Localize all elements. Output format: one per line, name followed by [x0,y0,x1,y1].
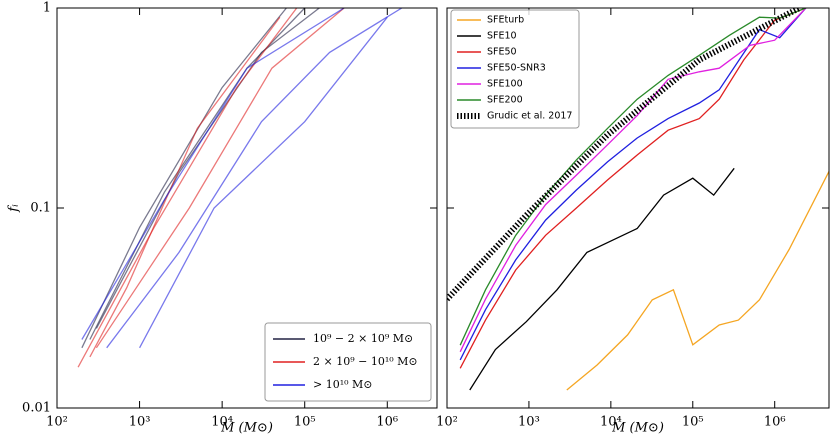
legend-label: 2 × 10⁹ − 10¹⁰ M⊙ [313,355,418,368]
x-axis-label: M (M⊙) [220,421,273,436]
y-tick-label: 0.1 [30,201,51,216]
legend-label: > 10¹⁰ M⊙ [313,378,373,391]
x-tick-label: 10⁶ [376,415,398,430]
x-tick-label: 10⁶ [764,415,786,430]
line [447,8,801,302]
legend-box [264,322,432,402]
legend-label: SFE200 [487,95,523,106]
line [459,8,807,353]
x-tick-label: 10² [436,415,458,430]
x-tick-label: 10⁵ [682,415,704,430]
legend-label: SFE100 [487,79,523,90]
line [566,170,829,391]
line [89,8,306,340]
legend-label: SFE10 [487,31,517,42]
x-tick-label: 10⁴ [600,415,622,430]
line [89,16,281,358]
line [95,8,345,349]
line [459,8,807,361]
line [95,8,320,329]
line [139,16,388,349]
axes-frame [56,7,438,409]
x-tick-label: 10⁴ [211,415,233,430]
legend-label: SFE50-SNR3 [487,63,546,74]
legend-label: SFE50 [487,47,517,58]
legend-label: Grudic et al. 2017 [487,111,572,122]
y-tick-label: 0.01 [22,401,51,416]
x-tick-label: 10³ [129,415,151,430]
y-axis-label: fᵢ [7,204,22,213]
plot-area [77,8,403,368]
axes-frame [446,7,830,409]
x-tick-label: 10⁵ [294,415,316,430]
x-tick-label: 10² [46,415,68,430]
legend-box [450,9,580,129]
line [106,8,403,349]
plot-area [447,8,829,391]
line [81,8,287,349]
line [77,8,298,368]
line [459,8,807,369]
legend-label: SFEturb [487,15,524,26]
legend-label: 10⁹ − 2 × 10⁹ M⊙ [313,332,413,345]
line [469,167,735,391]
line [459,8,807,346]
line [81,8,345,340]
y-tick-label: 1 [43,1,51,16]
x-axis-label: M (M⊙) [611,421,664,436]
x-tick-label: 10³ [518,415,540,430]
